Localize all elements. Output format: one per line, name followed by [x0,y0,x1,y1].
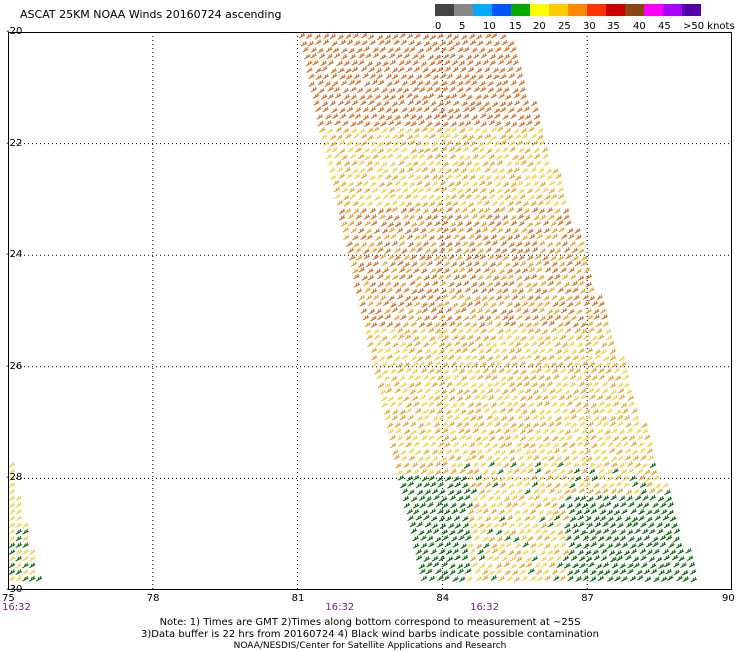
colorbar-label: 30 [583,21,596,32]
time-label: 16:32 [325,602,354,613]
lon-tick-label: 90 [722,593,735,604]
time-label: 16:32 [2,602,31,613]
lat-tick-label: -28 [6,472,22,483]
colorbar-label: 45 [658,21,671,32]
colorbar-segment [530,4,549,16]
page-title: ASCAT 25KM NOAA Winds 20160724 ascending [20,8,281,21]
colorbar-segment [511,4,530,16]
lat-tick-label: -24 [6,249,22,260]
note-line-1: Note: 1) Times are GMT 2)Times along bot… [0,617,740,628]
colorbar-segment [492,4,511,16]
colorbar-label: 40 [633,21,646,32]
colorbar-label: 5 [459,21,465,32]
lon-tick-label: 84 [436,593,449,604]
colorbar-segment [473,4,492,16]
colorbar-segment [568,4,587,16]
lon-tick-label: 78 [147,593,160,604]
colorbar-label: 15 [509,21,522,32]
colorbar-label: 10 [483,21,496,32]
colorbar-segment [663,4,682,16]
colorbar-label: 35 [607,21,620,32]
colorbar-label: 0 [435,21,441,32]
colorbar-segment [644,4,663,16]
map-frame [8,32,732,590]
colorbar-label: 25 [558,21,571,32]
colorbar-segment [549,4,568,16]
colorbar-segment [587,4,606,16]
colorbar-segment [606,4,625,16]
colorbar-segment [682,4,701,16]
note-line-2: 3)Data buffer is 22 hrs from 20160724 4)… [0,629,740,640]
colorbar-label: 20 [533,21,546,32]
lon-tick-label: 81 [292,593,305,604]
colorbar-label: >50 knots [683,21,735,32]
colorbar-segment [625,4,644,16]
lat-tick-label: -20 [6,26,22,37]
colorbar-segment [454,4,473,16]
time-label: 16:32 [470,602,499,613]
colorbar-segment [435,4,454,16]
lat-tick-label: -26 [6,361,22,372]
wind-map [8,32,732,590]
lon-tick-label: 87 [581,593,594,604]
lat-tick-label: -22 [6,138,22,149]
